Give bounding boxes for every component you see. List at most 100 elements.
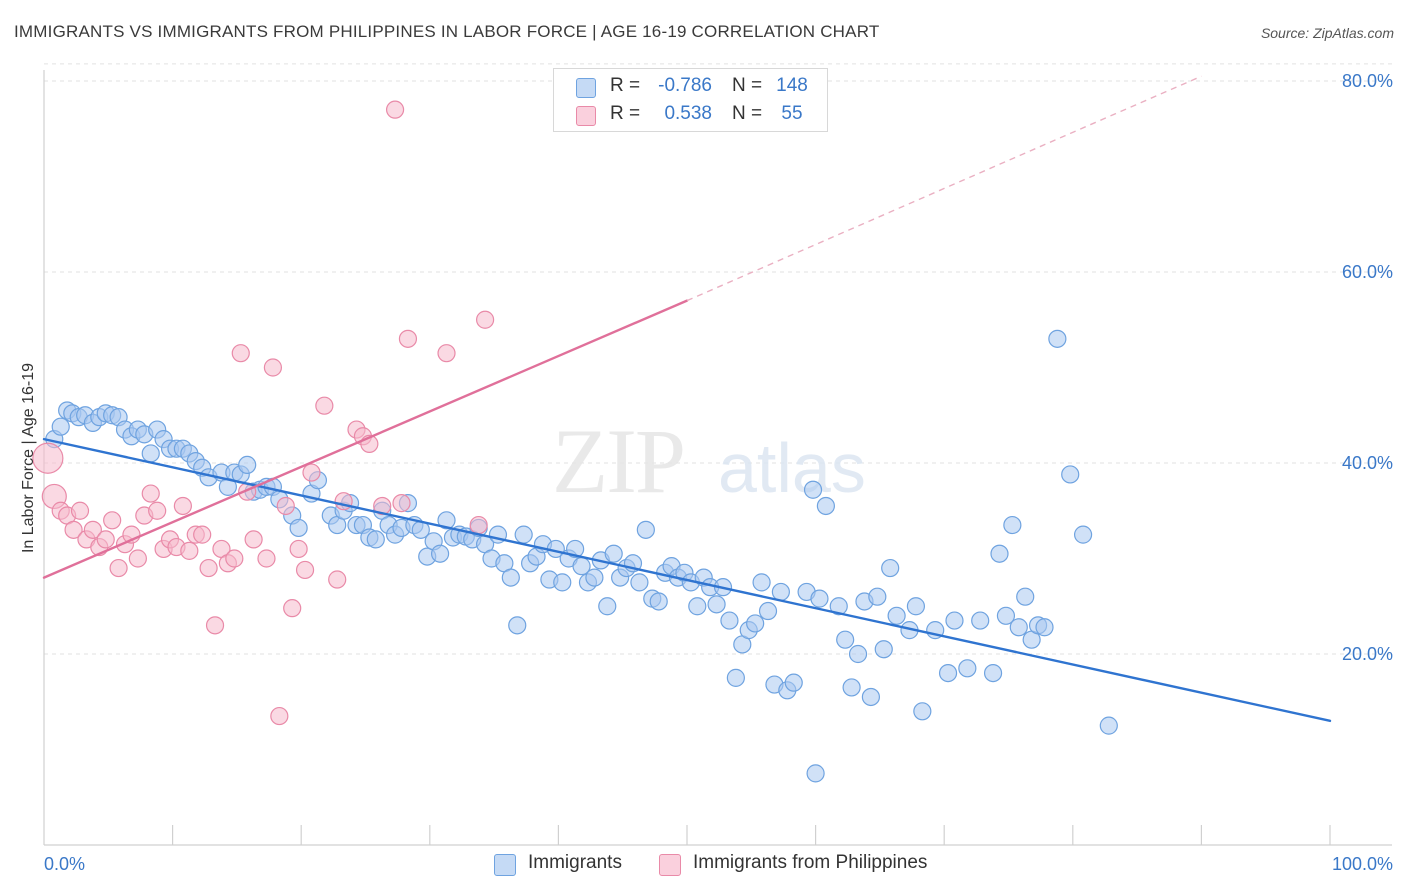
watermark: ZIP atlas: [552, 410, 866, 512]
point-philippines: [276, 496, 295, 516]
legend-r-value: 0.538: [664, 103, 712, 124]
point-immigrants: [938, 663, 958, 683]
point-philippines: [283, 599, 302, 618]
y-axis-label: In Labor Force | Age 16-19: [20, 363, 37, 553]
point-philippines: [257, 549, 276, 568]
point-immigrants: [1035, 618, 1054, 637]
point-immigrants: [971, 611, 990, 630]
point-immigrants: [604, 544, 623, 563]
point-immigrants: [51, 417, 70, 436]
correlation-legend: R = -0.786 N = 148 R = 0.538 N = 55: [553, 68, 828, 132]
chart-title: IMMIGRANTS VS IMMIGRANTS FROM PHILIPPINE…: [14, 22, 880, 41]
legend-swatch-immigrants: [576, 78, 596, 98]
point-immigrants: [887, 606, 906, 625]
series-legend-label: Immigrants from Philippines: [693, 852, 928, 873]
point-philippines: [109, 558, 128, 578]
point-philippines: [141, 484, 160, 503]
point-immigrants: [289, 518, 308, 538]
point-immigrants: [874, 640, 893, 659]
y-tick-label: 20.0%: [1342, 644, 1393, 664]
point-immigrants: [958, 659, 977, 678]
point-immigrants: [868, 587, 887, 606]
trend-line-philippines: [42, 299, 689, 579]
point-philippines: [193, 525, 212, 544]
point-immigrants: [598, 597, 617, 616]
point-immigrants: [1073, 525, 1093, 544]
point-philippines: [289, 539, 308, 559]
point-immigrants: [141, 444, 160, 463]
point-immigrants: [630, 573, 649, 592]
point-philippines: [225, 549, 244, 568]
legend-n-value: 55: [781, 103, 803, 124]
point-immigrants: [636, 520, 655, 539]
point-philippines: [83, 520, 102, 539]
legend-n-label: N =: [732, 75, 763, 96]
point-immigrants: [514, 525, 533, 544]
point-philippines: [315, 396, 334, 415]
trend-line-immigrants: [42, 437, 1332, 723]
trend-extension-philippines: [686, 75, 1202, 302]
point-immigrants: [238, 455, 257, 475]
y-tick-labels: 20.0% 40.0% 60.0% 80.0%: [1342, 71, 1393, 664]
point-immigrants: [983, 663, 1003, 683]
point-immigrants: [990, 544, 1009, 563]
point-immigrants: [861, 687, 880, 707]
series-swatch-philippines: [659, 854, 681, 876]
source-label: Source: ZipAtlas.com: [1260, 25, 1394, 41]
point-philippines: [263, 358, 283, 377]
point-immigrants: [726, 668, 745, 687]
point-philippines: [103, 511, 122, 530]
point-immigrants: [842, 678, 861, 697]
watermark-zip: ZIP: [552, 410, 684, 512]
point-immigrants: [906, 597, 926, 616]
point-immigrants: [913, 702, 932, 721]
point-immigrants: [720, 611, 739, 630]
x-tick-label-min: 0.0%: [44, 854, 85, 874]
trend-lines: [42, 75, 1332, 723]
point-philippines: [385, 100, 405, 119]
point-philippines: [437, 344, 456, 363]
series-legend-label: Immigrants: [528, 852, 622, 873]
legend-n-label: N =: [732, 103, 763, 124]
y-tick-label: 80.0%: [1342, 71, 1393, 91]
point-immigrants: [752, 573, 771, 592]
point-immigrants: [810, 589, 829, 608]
legend-swatch-philippines: [576, 106, 596, 126]
point-immigrants: [430, 544, 450, 563]
point-immigrants: [816, 496, 835, 516]
point-immigrants: [996, 606, 1016, 625]
point-immigrants: [437, 511, 456, 530]
point-immigrants: [806, 764, 825, 783]
point-immigrants: [836, 630, 855, 649]
point-immigrants: [501, 568, 520, 587]
point-immigrants: [1099, 716, 1118, 735]
point-philippines: [70, 501, 90, 520]
point-immigrants: [1048, 329, 1067, 348]
point-philippines: [328, 570, 347, 589]
point-immigrants: [707, 595, 726, 614]
point-immigrants: [848, 644, 868, 664]
point-philippines: [295, 560, 315, 580]
point-immigrants: [803, 480, 823, 499]
point-immigrants: [771, 582, 790, 602]
point-philippines: [475, 310, 495, 329]
series-swatch-immigrants: [494, 854, 516, 876]
point-philippines: [128, 549, 147, 568]
legend-r-value: -0.786: [658, 75, 712, 96]
point-immigrants: [688, 597, 707, 616]
y-tick-label: 40.0%: [1342, 453, 1393, 473]
point-philippines: [32, 442, 64, 474]
legend-n-value: 148: [776, 75, 808, 96]
point-philippines: [244, 530, 263, 549]
point-immigrants: [566, 539, 585, 559]
point-philippines: [398, 329, 418, 348]
point-philippines: [392, 494, 411, 513]
watermark-atlas: atlas: [718, 429, 866, 507]
legend-r-label: R =: [610, 75, 641, 96]
point-immigrants: [1016, 587, 1035, 606]
point-immigrants: [829, 597, 848, 616]
point-immigrants: [784, 673, 803, 692]
point-philippines: [302, 463, 321, 482]
point-immigrants: [1009, 618, 1028, 637]
